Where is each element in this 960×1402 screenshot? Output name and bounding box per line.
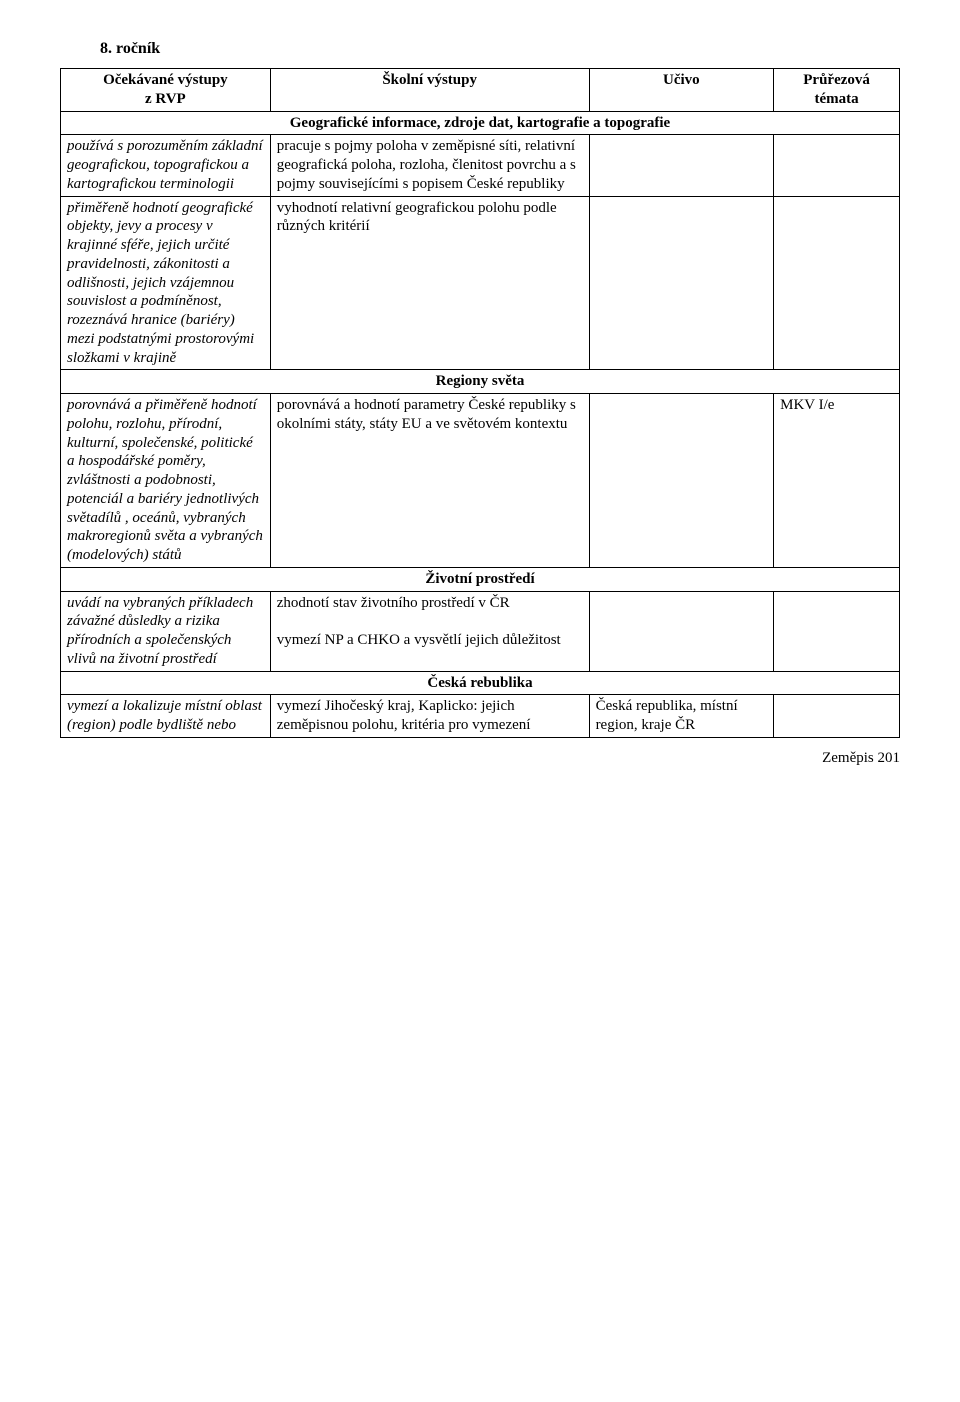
cell-r4c2: zhodnotí stav životního prostředí v ČR v…	[270, 591, 589, 671]
curriculum-table: Očekávané výstupy z RVP Školní výstupy U…	[60, 68, 900, 738]
section-header-2: Regiony světa	[61, 370, 900, 394]
cell-r3c3	[589, 394, 774, 568]
table-row: vymezí a lokalizuje místní oblast (regio…	[61, 695, 900, 738]
cell-r2c3	[589, 196, 774, 370]
header-col1-line1: Očekávané výstupy	[103, 72, 228, 88]
cell-r5c4	[774, 695, 900, 738]
header-col1-line2: z RVP	[145, 91, 186, 107]
cell-r1c3	[589, 135, 774, 196]
table-row: uvádí na vybraných příkladech závažné dů…	[61, 591, 900, 671]
cell-r1c4	[774, 135, 900, 196]
header-col4-line1: Průřezová	[803, 72, 870, 88]
cell-r2c2: vyhodnotí relativní geografickou polohu …	[270, 196, 589, 370]
section-row: Geografické informace, zdroje dat, karto…	[61, 111, 900, 135]
cell-r1c1: používá s porozuměním základní geografic…	[61, 135, 271, 196]
cell-r1c2: pracuje s pojmy poloha v zeměpisné síti,…	[270, 135, 589, 196]
section-header-3: Životní prostředí	[61, 567, 900, 591]
cell-r5c1: vymezí a lokalizuje místní oblast (regio…	[61, 695, 271, 738]
cell-r5c2: vymezí Jihočeský kraj, Kaplicko: jejich …	[270, 695, 589, 738]
table-row: přiměřeně hodnotí geografické objekty, j…	[61, 196, 900, 370]
header-col3: Učivo	[589, 69, 774, 112]
table-header-row: Očekávané výstupy z RVP Školní výstupy U…	[61, 69, 900, 112]
cell-r3c4: MKV I/e	[774, 394, 900, 568]
cell-r4c3	[589, 591, 774, 671]
table-row: porovnává a přiměřeně hodnotí polohu, ro…	[61, 394, 900, 568]
header-col2: Školní výstupy	[270, 69, 589, 112]
cell-r3c1: porovnává a přiměřeně hodnotí polohu, ro…	[61, 394, 271, 568]
header-col4: Průřezová témata	[774, 69, 900, 112]
section-row: Regiony světa	[61, 370, 900, 394]
cell-r4c1: uvádí na vybraných příkladech závažné dů…	[61, 591, 271, 671]
grade-heading: 8. ročník	[100, 40, 900, 58]
section-row: Životní prostředí	[61, 567, 900, 591]
cell-r2c4	[774, 196, 900, 370]
header-col4-line2: témata	[814, 91, 858, 107]
cell-r3c2: porovnává a hodnotí parametry České repu…	[270, 394, 589, 568]
cell-r2c1: přiměřeně hodnotí geografické objekty, j…	[61, 196, 271, 370]
section-header-1: Geografické informace, zdroje dat, karto…	[61, 111, 900, 135]
cell-r4c4	[774, 591, 900, 671]
table-row: používá s porozuměním základní geografic…	[61, 135, 900, 196]
cell-r5c3: Česká republika, místní region, kraje ČR	[589, 695, 774, 738]
section-row: Česká rebublika	[61, 671, 900, 695]
page-footer: Zeměpis 201	[60, 750, 900, 767]
section-header-4: Česká rebublika	[61, 671, 900, 695]
header-col1: Očekávané výstupy z RVP	[61, 69, 271, 112]
